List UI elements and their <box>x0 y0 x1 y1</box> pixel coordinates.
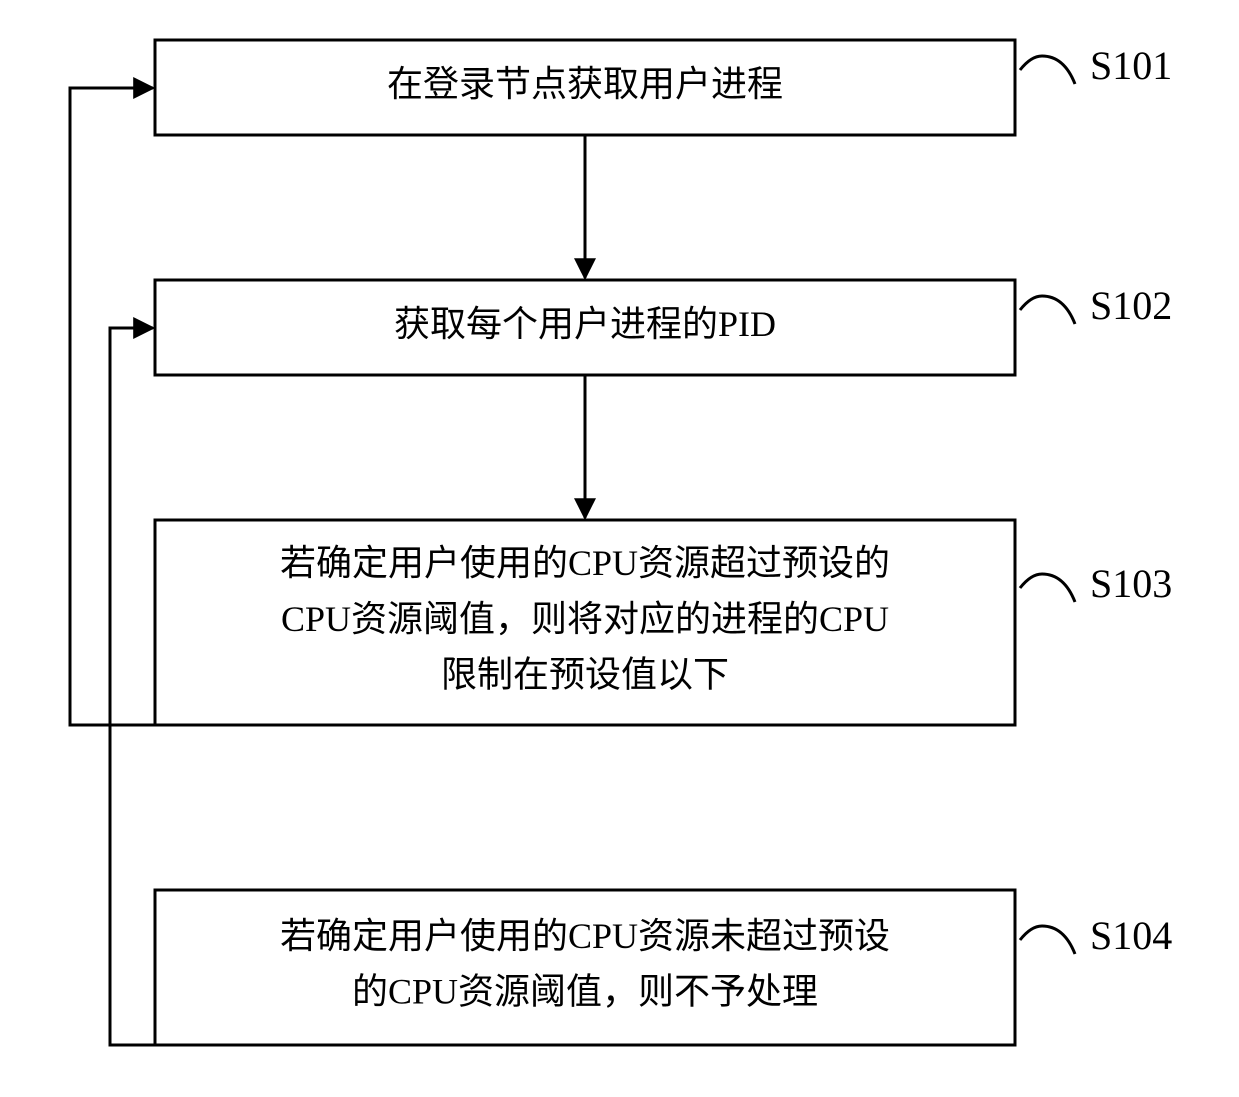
step-text-line: 若确定用户使用的CPU资源未超过预设 <box>280 916 890 956</box>
flowchart-diagram: 在登录节点获取用户进程 S101 获取每个用户进程的PID S102 若确定用户使用的C… <box>0 0 1239 1097</box>
flow-step-n3: 若确定用户使用的CPU资源超过预设的 CPU资源阈值，则将对应的进程的CPU 限制在… <box>155 520 1172 725</box>
step-text-line: CPU资源阈值，则将对应的进程的CPU <box>281 599 889 639</box>
flow-step-n4: 若确定用户使用的CPU资源未超过预设的CPU资源阈值，则不予处理 S104 <box>155 890 1172 1045</box>
step-text-line: 在登录节点获取用户进程 <box>387 64 783 104</box>
step-label: S104 <box>1090 913 1172 958</box>
label-connector <box>1020 296 1075 324</box>
step-text-line: 获取每个用户进程的PID <box>394 304 776 344</box>
feedback-arrow-0 <box>70 88 155 725</box>
flow-step-n1: 在登录节点获取用户进程 S101 <box>155 40 1172 135</box>
flow-step-n2: 获取每个用户进程的PID S102 <box>155 280 1172 375</box>
step-text-line: 限制在预设值以下 <box>441 655 729 695</box>
step-label: S101 <box>1090 43 1172 88</box>
step-box <box>155 890 1015 1045</box>
step-label: S103 <box>1090 561 1172 606</box>
step-text-line: 若确定用户使用的CPU资源超过预设的 <box>280 543 890 583</box>
label-connector <box>1020 56 1075 84</box>
step-label: S102 <box>1090 283 1172 328</box>
label-connector <box>1020 574 1075 602</box>
step-text-line: 的CPU资源阈值，则不予处理 <box>352 972 818 1012</box>
label-connector <box>1020 926 1075 954</box>
feedback-arrow-1 <box>110 328 155 1045</box>
